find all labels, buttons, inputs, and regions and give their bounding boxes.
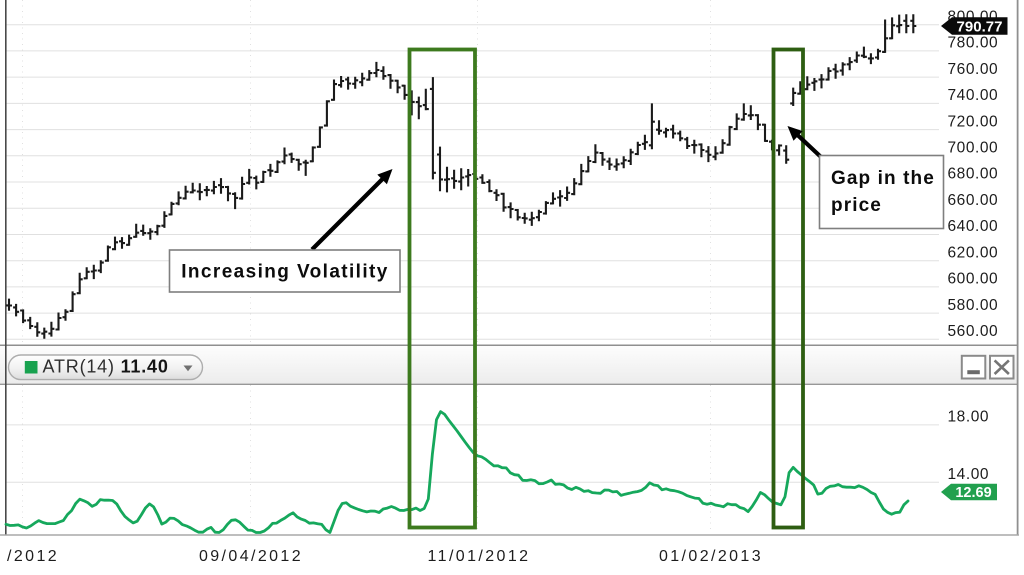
svg-text:11/01/2012: 11/01/2012	[428, 548, 531, 565]
svg-text:560.00: 560.00	[948, 323, 999, 340]
svg-text:12.69: 12.69	[955, 485, 991, 501]
svg-text:Increasing Volatility: Increasing Volatility	[181, 262, 389, 283]
svg-text:Gap in the: Gap in the	[831, 168, 935, 189]
svg-text:740.00: 740.00	[948, 87, 999, 104]
svg-text:620.00: 620.00	[948, 244, 999, 261]
svg-text:720.00: 720.00	[948, 113, 999, 130]
svg-text:660.00: 660.00	[948, 192, 999, 209]
svg-text:680.00: 680.00	[948, 166, 999, 183]
svg-text:09/04/2012: 09/04/2012	[199, 548, 303, 565]
svg-text:580.00: 580.00	[948, 297, 999, 314]
svg-text:640.00: 640.00	[948, 218, 999, 235]
svg-text:18.00: 18.00	[948, 409, 990, 426]
svg-text:ATR(14) 11.40: ATR(14) 11.40	[43, 357, 169, 377]
svg-text:700.00: 700.00	[948, 140, 999, 157]
svg-text:790.77: 790.77	[957, 18, 1003, 35]
svg-text:780.00: 780.00	[948, 35, 999, 52]
svg-text:price: price	[831, 195, 882, 216]
svg-text:01/02/2013: 01/02/2013	[659, 548, 763, 565]
svg-text:600.00: 600.00	[948, 271, 999, 288]
svg-text:14.00: 14.00	[948, 466, 990, 483]
svg-text:760.00: 760.00	[948, 61, 999, 78]
svg-text:/2012: /2012	[7, 548, 59, 565]
